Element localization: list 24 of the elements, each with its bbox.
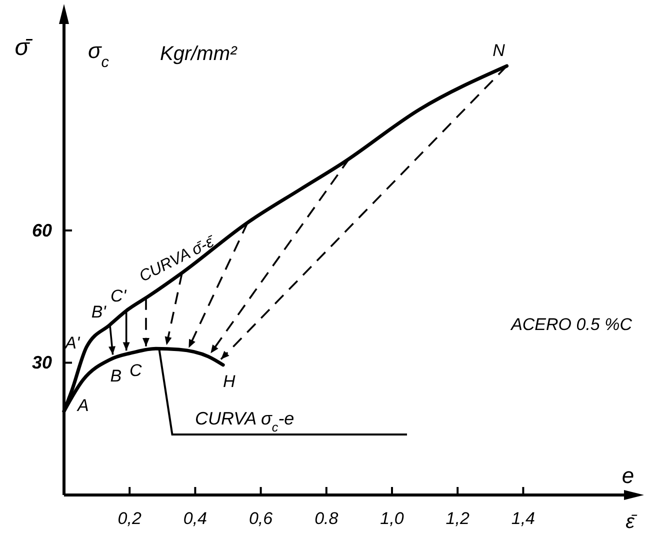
x-tick-label: 1,0 (380, 509, 404, 528)
annotation: ACERO 0.5 %C (510, 315, 633, 334)
y-tick-label: 30 (32, 352, 52, 373)
x-tick-label: 0.8 (314, 509, 339, 528)
annotation: σ$_{c}$ (88, 38, 110, 70)
annotation: A' (64, 333, 80, 352)
y-axis-title: σ̄ (14, 34, 34, 61)
annotation: A (76, 396, 89, 416)
x-tick-label: 1,2 (446, 509, 470, 528)
x-tick-label: 0,4 (183, 509, 208, 528)
annotation: C (129, 360, 142, 380)
annotation: H (222, 372, 236, 391)
x-tick-label: 0,6 (248, 509, 274, 528)
x-tick-label: 1,4 (511, 509, 536, 528)
annotation: C' (110, 286, 127, 306)
x-tick-label: 0,2 (118, 509, 142, 528)
text: ε̄ (626, 511, 638, 533)
annotation: B' (91, 302, 107, 322)
y-tick-label: 60 (32, 220, 52, 240)
annotation: N (492, 40, 506, 60)
annotation: Kgr/mm² (160, 43, 238, 65)
annotation: B (110, 366, 122, 386)
x-axis-title: e (622, 463, 634, 488)
text: CURVA σ$_{c}$-e (195, 408, 294, 434)
